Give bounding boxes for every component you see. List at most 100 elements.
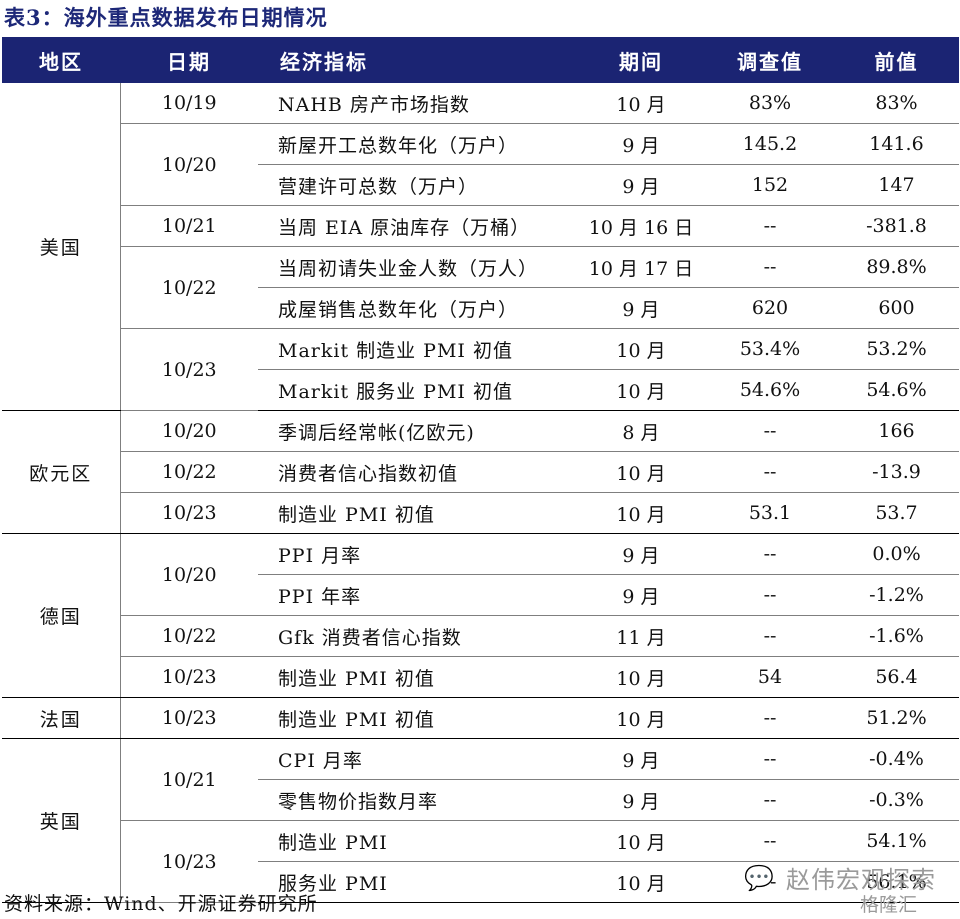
period-cell: 8 月 [576,410,706,452]
header-region: 地区 [2,37,120,83]
period-cell: 10 月 [576,451,706,493]
previous-cell: 89.8% [834,246,959,288]
survey-cell: 53.4% [706,328,834,370]
previous-cell: 51.2% [834,697,959,739]
table-row: PPI 年率 9 月 -- -1.2% [2,574,959,616]
indicator-cell: PPI 月率 [258,533,576,575]
indicator-cell: 成屋销售总数年化（万户） [258,287,576,329]
indicator-cell: 当周初请失业金人数（万人） [258,246,576,288]
previous-cell: 141.6 [834,123,959,165]
survey-cell: 145.2 [706,123,834,165]
indicator-cell: Markit 服务业 PMI 初值 [258,369,576,411]
table-row: 10/23 Markit 制造业 PMI 初值 10 月 53.4% 53.2% [2,328,959,411]
previous-cell: -1.6% [834,615,959,657]
table-row: 10/23 制造业 PMI 10 月 -- 54.1% [2,820,959,903]
previous-cell: 56.4 [834,656,959,698]
survey-cell: 54.6% [706,369,834,411]
date-cell: 10/23 [120,328,258,411]
table-row: 10/20 新屋开工总数年化（万户） 9 月 145.2 141.6 [2,123,959,206]
previous-cell: 54.6% [834,369,959,411]
table-row: 欧元区 10/20 季调后经常帐(亿欧元) 8 月 -- 166 [2,410,959,534]
header-indicator: 经济指标 [258,37,576,83]
date-cell: 10/22 [120,246,258,329]
period-cell: 9 月 [576,123,706,165]
date-cell: 10/19 [120,83,258,124]
indicator-cell: 制造业 PMI 初值 [258,697,576,739]
period-cell: 10 月 [576,656,706,698]
survey-cell: 152 [706,164,834,206]
date-cell: 10/22 [120,451,258,493]
date-cell: 10/21 [120,738,258,821]
period-cell: 10 月 17 日 [576,246,706,288]
header-row: 地区 日期 经济指标 期间 调查值 前值 [2,37,959,83]
indicator-cell: 营建许可总数（万户） [258,164,576,206]
survey-cell: -- [706,779,834,821]
table-row: 美国 10/19 NAHB 房产市场指数 10 月 83% 83% [2,83,959,411]
period-cell: 9 月 [576,779,706,821]
date-cell: 10/23 [120,656,258,698]
period-cell: 10 月 [576,83,706,124]
period-cell: 10 月 [576,369,706,411]
period-cell: 9 月 [576,738,706,780]
date-cell: 10/20 [120,123,258,206]
indicator-cell: 制造业 PMI 初值 [258,656,576,698]
period-cell: 9 月 [576,287,706,329]
indicator-cell: Markit 制造业 PMI 初值 [258,328,576,370]
survey-cell: -- [706,820,834,862]
period-cell: 10 月 [576,492,706,534]
previous-cell: 53.2% [834,328,959,370]
period-cell: 9 月 [576,574,706,616]
indicator-cell: Gfk 消费者信心指数 [258,615,576,657]
table-row: 10/22 当周初请失业金人数（万人） 10 月 17 日 -- 89.8% [2,246,959,329]
region-cell: 法国 [2,697,121,739]
table-row: 服务业 PMI 10 月 -- 56.1% [2,861,959,903]
survey-cell: 53.1 [706,492,834,534]
survey-cell: -- [706,451,834,493]
previous-cell: -0.3% [834,779,959,821]
indicator-cell: 消费者信心指数初值 [258,451,576,493]
date-cell: 10/23 [120,820,258,903]
table-row: 英国 10/21 CPI 月率 9 月 -- -0.4% [2,738,959,903]
date-cell: 10/23 [120,492,258,534]
survey-cell: -- [706,410,834,452]
survey-cell: -- [706,205,834,247]
previous-cell: 147 [834,164,959,206]
region-cell: 英国 [2,738,121,903]
period-cell: 10 月 [576,861,706,903]
previous-cell: -1.2% [834,574,959,616]
table-row: 10/21 当周 EIA 原油库存（万桶） 10 月 16 日 -- -381.8 [2,205,959,247]
previous-cell: 56.1% [834,861,959,903]
survey-cell: 83% [706,83,834,124]
period-cell: 10 月 [576,820,706,862]
region-cell: 德国 [2,533,121,698]
table-row: 德国 10/20 PPI 月率 9 月 -- 0.0% [2,533,959,698]
indicator-cell: 制造业 PMI [258,820,576,862]
indicator-cell: CPI 月率 [258,738,576,780]
period-cell: 10 月 16 日 [576,205,706,247]
indicator-cell: 制造业 PMI 初值 [258,492,576,534]
previous-cell: 166 [834,410,959,452]
previous-cell: 54.1% [834,820,959,862]
survey-cell: -- [706,697,834,739]
table-row: 10/23 制造业 PMI 初值 10 月 53.1 53.7 [2,492,959,534]
table-title: 表3：海外重点数据发布日期情况 [4,5,328,30]
period-cell: 9 月 [576,533,706,575]
region-cell: 美国 [2,83,121,411]
header-date: 日期 [120,37,258,83]
table-row: 零售物价指数月率 9 月 -- -0.3% [2,779,959,821]
previous-cell: 600 [834,287,959,329]
table-row: Markit 服务业 PMI 初值 10 月 54.6% 54.6% [2,369,959,411]
survey-cell: -- [706,246,834,288]
period-cell: 11 月 [576,615,706,657]
date-cell: 10/20 [120,533,258,616]
header-period: 期间 [576,37,706,83]
survey-cell: 620 [706,287,834,329]
period-cell: 10 月 [576,328,706,370]
indicator-cell: 当周 EIA 原油库存（万桶） [258,205,576,247]
region-cell: 欧元区 [2,410,121,534]
table-row: 10/22 消费者信心指数初值 10 月 -- -13.9 [2,451,959,493]
previous-cell: 83% [834,83,959,124]
survey-cell: -- [706,738,834,780]
survey-cell: -- [706,574,834,616]
header-survey: 调查值 [706,37,834,83]
